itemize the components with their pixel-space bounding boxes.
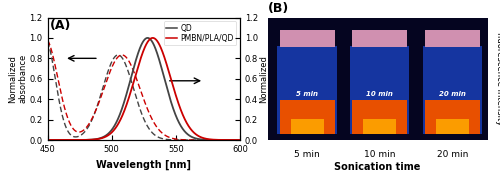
Text: 5 min: 5 min	[294, 150, 320, 159]
Bar	[352, 30, 407, 47]
Text: (A): (A)	[50, 19, 71, 32]
Bar	[425, 100, 480, 134]
Text: Sonication time: Sonication time	[334, 162, 420, 172]
Text: 10 min: 10 min	[366, 91, 393, 97]
FancyBboxPatch shape	[268, 18, 488, 140]
Bar	[436, 119, 469, 134]
Bar	[352, 100, 407, 134]
Text: 5 min: 5 min	[296, 91, 318, 97]
Bar	[350, 46, 410, 134]
Bar	[422, 46, 482, 134]
Text: 10 min: 10 min	[364, 150, 396, 159]
Text: 20 min: 20 min	[436, 150, 468, 159]
Y-axis label: Normalized
absorbance: Normalized absorbance	[8, 54, 28, 103]
Text: Normalized
fluorescence intensity: Normalized fluorescence intensity	[496, 32, 500, 125]
Bar	[425, 30, 480, 47]
X-axis label: Wavelength [nm]: Wavelength [nm]	[96, 159, 191, 170]
Text: 20 min: 20 min	[439, 91, 466, 97]
Bar	[290, 119, 324, 134]
Bar	[280, 30, 334, 47]
Bar	[363, 119, 396, 134]
Y-axis label: Normalized
fluorescence intensity: Normalized fluorescence intensity	[260, 32, 279, 125]
Bar	[280, 100, 334, 134]
Legend: QD, PMBN/PLA/QD: QD, PMBN/PLA/QD	[164, 21, 236, 46]
Text: (B): (B)	[268, 2, 289, 15]
Bar	[278, 46, 337, 134]
